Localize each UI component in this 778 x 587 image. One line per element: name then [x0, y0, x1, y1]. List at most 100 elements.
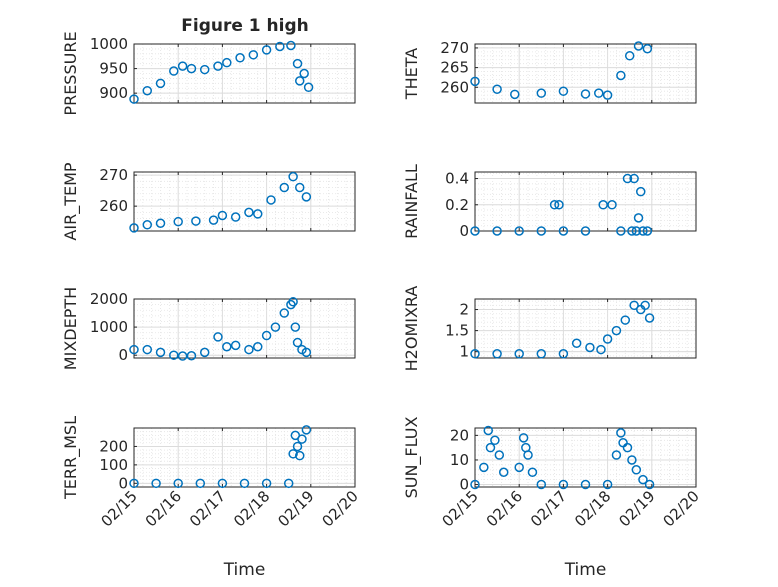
- data-point: [633, 41, 644, 51]
- data-point: [624, 51, 635, 61]
- data-point: [129, 94, 139, 104]
- x-tick-label: 02/17: [186, 487, 229, 530]
- data-point: [627, 455, 637, 465]
- data-point: [217, 478, 228, 489]
- data-point: [222, 57, 232, 68]
- data-point: [585, 342, 595, 353]
- data-point: [155, 78, 166, 89]
- data-point: [631, 465, 642, 475]
- data-point: [266, 195, 276, 205]
- data-point: [536, 88, 547, 98]
- data-point: [288, 297, 298, 307]
- data-point: [230, 340, 241, 351]
- y-tick-label: 0: [118, 346, 128, 364]
- data-point: [253, 342, 263, 352]
- y-tick-label: 950: [99, 60, 128, 78]
- data-point: [151, 478, 161, 489]
- y-tick-label: 0.2: [445, 196, 469, 214]
- data-point: [295, 182, 305, 193]
- data-point: [644, 479, 655, 490]
- data-point: [295, 450, 305, 461]
- x-tick-label: 02/17: [527, 487, 570, 530]
- data-point: [580, 89, 591, 99]
- data-point: [558, 86, 569, 96]
- data-point: [594, 88, 604, 98]
- y-tick-label: 1: [459, 343, 469, 361]
- data-point: [297, 434, 307, 444]
- data-point: [558, 349, 569, 359]
- data-point: [270, 322, 281, 332]
- y-axis-label: H2OMIXRA: [402, 286, 421, 372]
- axes-border: [133, 43, 356, 104]
- data-point: [191, 216, 201, 226]
- data-point: [498, 467, 509, 477]
- data-point: [640, 300, 650, 311]
- y-tick-label: 0: [459, 476, 469, 494]
- data-point: [514, 226, 524, 236]
- data-point: [627, 226, 637, 236]
- y-axis-label: THETA: [402, 48, 421, 100]
- y-axis-label: SUN_FLUX: [402, 417, 422, 499]
- data-point: [536, 479, 547, 490]
- data-point: [217, 210, 228, 221]
- data-point: [248, 50, 259, 60]
- data-point: [155, 347, 166, 358]
- data-point: [602, 479, 613, 490]
- data-point: [622, 173, 633, 184]
- data-point: [177, 351, 188, 361]
- y-tick-label: 0.4: [445, 170, 469, 188]
- figure-title: Figure 1 high: [181, 16, 309, 36]
- x-tick-label: 02/20: [319, 487, 362, 530]
- data-point: [213, 332, 223, 342]
- data-point: [620, 315, 631, 325]
- data-point: [199, 347, 210, 358]
- y-tick-label: 270: [99, 166, 128, 184]
- data-point: [155, 218, 166, 228]
- data-point: [607, 200, 617, 210]
- x-tick-label: 02/15: [98, 487, 141, 530]
- data-point: [580, 479, 591, 490]
- y-tick-label: 270: [440, 39, 469, 57]
- data-point: [129, 478, 139, 489]
- y-tick-label: 900: [99, 84, 128, 102]
- data-point: [186, 63, 197, 74]
- data-point: [142, 344, 153, 355]
- y-tick-label: 2000: [90, 290, 128, 308]
- data-point: [602, 334, 613, 344]
- data-point: [279, 182, 290, 193]
- data-point: [301, 347, 312, 358]
- y-tick-label: 0: [118, 474, 128, 492]
- y-tick-label: 200: [99, 437, 128, 455]
- data-point: [261, 330, 272, 341]
- data-point: [261, 478, 272, 489]
- data-point: [644, 313, 655, 323]
- y-tick-label: 1000: [90, 35, 128, 53]
- data-point: [295, 76, 305, 86]
- axes-border: [474, 43, 697, 104]
- data-point: [288, 449, 298, 459]
- data-point: [629, 300, 639, 311]
- axes-frame: [133, 171, 356, 232]
- data-point: [129, 344, 139, 355]
- data-point: [554, 200, 564, 210]
- y-tick-label: 1.5: [445, 322, 469, 340]
- data-point: [303, 82, 314, 93]
- x-tick-label: 02/19: [615, 487, 658, 530]
- data-point: [558, 479, 569, 490]
- data-point: [571, 338, 582, 348]
- data-point: [518, 433, 529, 443]
- data-point: [633, 213, 644, 223]
- data-point: [580, 226, 591, 236]
- data-point: [279, 308, 290, 318]
- data-point: [288, 171, 298, 182]
- data-point: [523, 450, 533, 460]
- data-point: [195, 478, 206, 489]
- data-point: [292, 441, 303, 452]
- data-point: [230, 212, 241, 222]
- data-point: [485, 442, 496, 453]
- data-point: [638, 226, 648, 236]
- y-tick-label: 20: [450, 426, 469, 444]
- data-point: [292, 58, 303, 69]
- data-point: [494, 450, 505, 460]
